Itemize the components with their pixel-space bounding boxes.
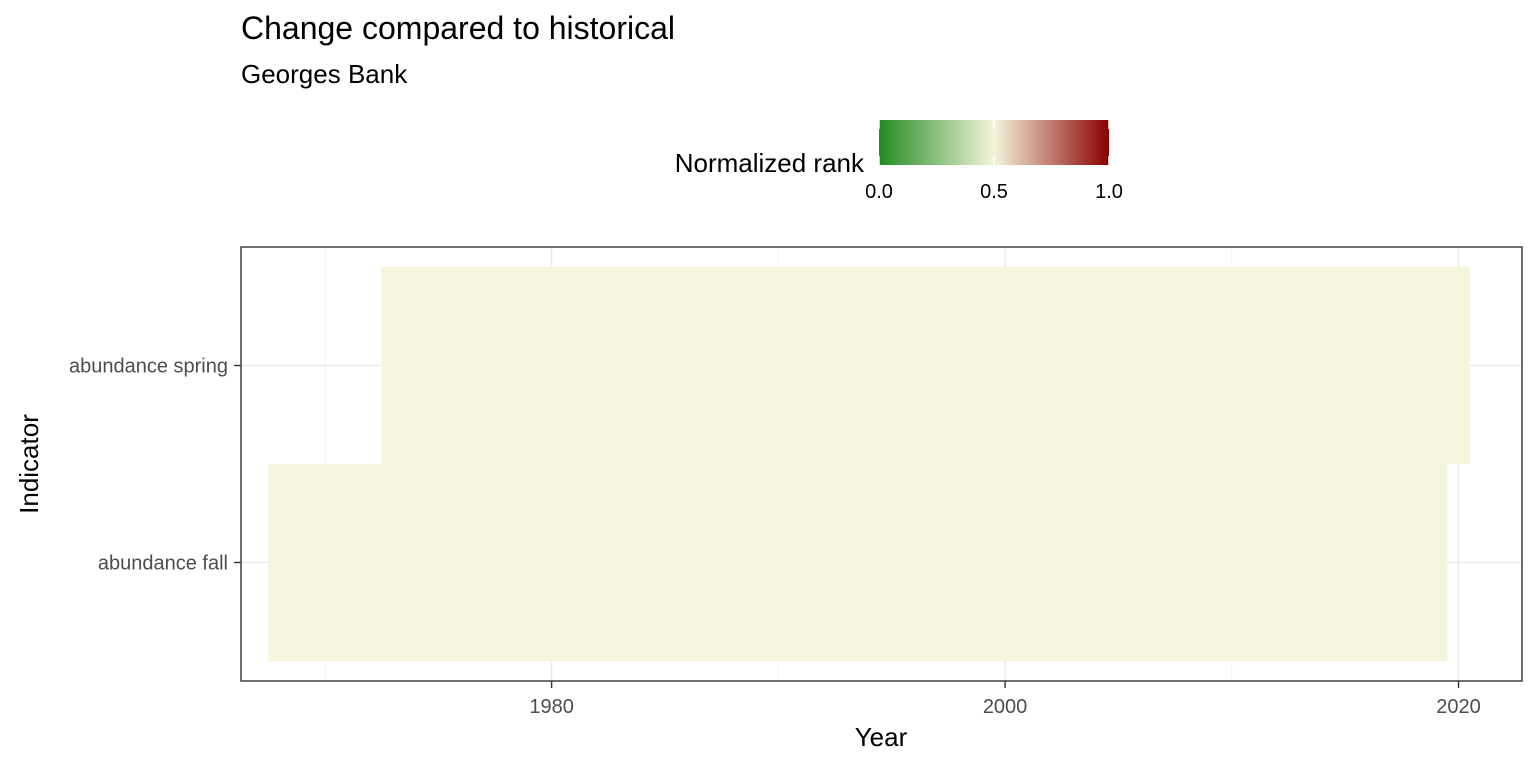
plot-panel bbox=[240, 246, 1523, 682]
legend-ticks: 0.0 0.5 1.0 bbox=[865, 120, 1123, 203]
chart-title: Change compared to historical bbox=[241, 10, 676, 46]
heat-tile-abundance-fall bbox=[268, 464, 1448, 661]
x-axis-title: Year bbox=[855, 722, 908, 752]
chart-subtitle: Georges Bank bbox=[241, 59, 408, 89]
panel-border bbox=[240, 246, 1523, 682]
y-tick-label: abundance spring bbox=[69, 356, 228, 378]
y-tick-label: abundance fall bbox=[98, 553, 228, 575]
x-tick-label: 2000 bbox=[983, 696, 1028, 718]
legend-title: Normalized rank bbox=[675, 148, 865, 178]
y-axis: abundance fall abundance spring bbox=[69, 356, 241, 575]
legend-tick-label: 0.0 bbox=[865, 181, 893, 203]
heat-tile-abundance-spring bbox=[381, 267, 1470, 464]
legend-tick-label: 0.5 bbox=[980, 181, 1008, 203]
x-tick-label: 2020 bbox=[1436, 696, 1481, 718]
x-axis: 1980 2000 2020 bbox=[529, 681, 1481, 718]
heat-tiles bbox=[268, 267, 1470, 661]
legend-tick-label: 1.0 bbox=[1095, 181, 1123, 203]
y-axis-title: Indicator bbox=[14, 414, 44, 514]
x-tick-label: 1980 bbox=[529, 696, 574, 718]
